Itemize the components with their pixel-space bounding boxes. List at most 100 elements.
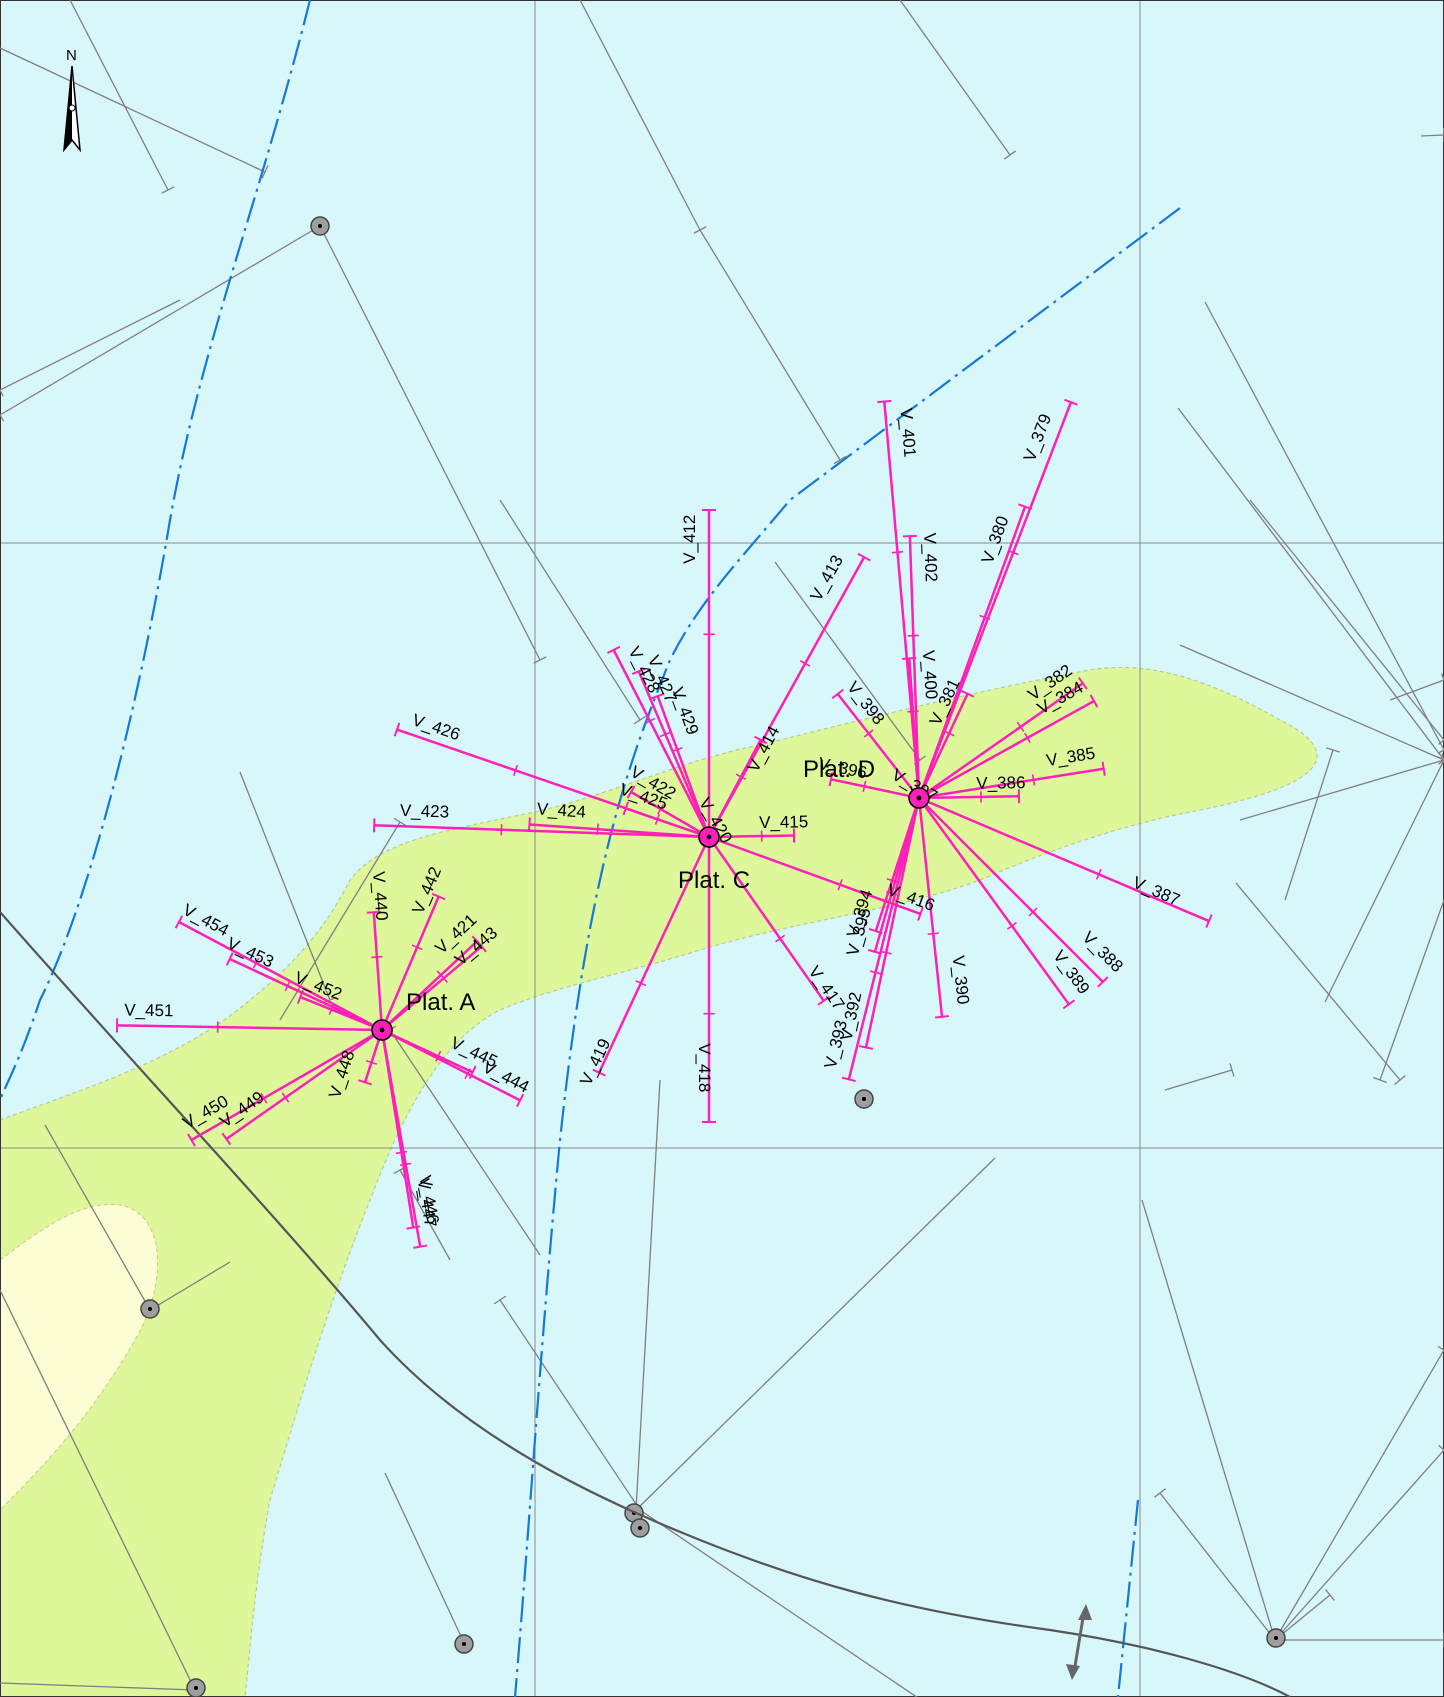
well-path-v-381[interactable]	[917, 693, 969, 799]
well-path-end-tick	[960, 689, 975, 698]
well-label-v-413: V_413	[806, 552, 846, 604]
well-path-v-453[interactable]	[229, 957, 383, 1032]
well-label-v-451: V_451	[124, 1001, 173, 1021]
well-path-v-415[interactable]	[708, 834, 795, 839]
well-path-v-422[interactable]	[630, 790, 710, 839]
well-label-v-429: V_429	[668, 685, 703, 738]
well-label-v-388: V_388	[1079, 928, 1127, 976]
well-path-mid-tick	[1028, 907, 1038, 917]
well-path-v-395[interactable]	[873, 797, 921, 953]
platform-marker-icon[interactable]	[698, 826, 720, 848]
well-path-v-392[interactable]	[864, 797, 921, 1048]
well-path-v-388[interactable]	[918, 797, 1104, 983]
well-path-mid-tick	[411, 944, 423, 951]
well-path-mid-tick	[869, 970, 882, 975]
well-path-mid-tick	[281, 1092, 290, 1103]
well-path-v-451[interactable]	[117, 1024, 383, 1032]
well-path-mid-tick	[891, 550, 904, 554]
well-path-mid-tick	[863, 729, 874, 738]
well-path-mid-tick	[837, 879, 843, 891]
well-label-v-389: V_389	[1049, 947, 1093, 998]
well-path-v-382[interactable]	[918, 682, 1084, 800]
well-path-v-442[interactable]	[380, 896, 440, 1031]
well-path-end-tick	[476, 940, 487, 953]
well-path-end-tick	[902, 656, 917, 660]
well-path-v-417[interactable]	[707, 836, 825, 1002]
well-label-v-444: V_444	[480, 1057, 532, 1096]
well-path-v-389[interactable]	[917, 797, 1070, 1006]
well-path-end-tick	[187, 1133, 196, 1147]
well-path-v-387[interactable]	[918, 796, 1210, 923]
platform-marker-icon[interactable]	[908, 787, 930, 809]
well-path-end-tick	[221, 1132, 232, 1146]
well-path-v-423[interactable]	[374, 824, 710, 839]
well-label-v-424: V_424	[536, 799, 586, 821]
well-path-end-tick	[1097, 976, 1109, 988]
well-path-end-tick	[225, 952, 234, 966]
well-path-end-tick	[592, 1068, 606, 1077]
well-label-v-401: V_401	[896, 407, 919, 458]
well-path-mid-tick	[671, 746, 683, 753]
platforms: Plat. A Plat. C Plat. D	[371, 756, 930, 1041]
well-path-end-tick	[828, 772, 834, 787]
well-path-v-426[interactable]	[396, 728, 710, 839]
well-label-v-390: V_390	[949, 955, 973, 1006]
well-path-mid-tick	[371, 955, 383, 959]
well-path-v-427[interactable]	[637, 670, 711, 838]
well-path-end-tick	[406, 1225, 421, 1230]
well-path-end-tick	[650, 692, 665, 700]
well-path-mid-tick	[1016, 721, 1025, 732]
well-path-mid-tick	[512, 764, 519, 776]
north-label: N	[66, 47, 77, 64]
well-path-v-414[interactable]	[707, 739, 762, 838]
well-path-v-444[interactable]	[381, 1028, 521, 1102]
well-path-v-429[interactable]	[656, 695, 711, 838]
well-path-v-454[interactable]	[178, 920, 383, 1032]
well-path-mid-tick	[435, 1050, 442, 1062]
well-path-v-390[interactable]	[917, 797, 944, 1017]
well-path-v-400[interactable]	[907, 658, 921, 799]
well-path-v-398[interactable]	[836, 693, 920, 799]
well-path-v-428[interactable]	[612, 649, 711, 838]
well-label-v-400: V_400	[919, 650, 941, 700]
well-path-v-419[interactable]	[597, 836, 711, 1074]
well-path-v-450[interactable]	[190, 1028, 383, 1142]
well-path-v-386[interactable]	[918, 795, 1020, 800]
well-path-end-tick	[1205, 914, 1213, 928]
well-path-v-393[interactable]	[847, 797, 921, 1080]
well-path-v-443[interactable]	[381, 945, 483, 1031]
well-label-v-387: V_387	[1130, 873, 1183, 910]
well-path-mid-tick	[1024, 732, 1031, 744]
platform-marker-icon[interactable]	[371, 1019, 393, 1041]
well-path-v-424[interactable]	[529, 823, 710, 839]
well-label-v-412: V_412	[680, 515, 699, 564]
well-path-v-384[interactable]	[918, 699, 1095, 800]
well-path-mid-tick	[775, 934, 786, 943]
planned-well-paths	[115, 398, 1213, 1249]
well-path-v-449[interactable]	[225, 1028, 383, 1141]
well-path-mid-tick	[395, 1150, 408, 1155]
well-label-v-454: V_454	[180, 900, 232, 940]
double-arrow-icon[interactable]	[1066, 1604, 1092, 1680]
well-path-v-396[interactable]	[830, 778, 920, 800]
inner-land-area	[0, 1203, 158, 1511]
well-path-end-tick	[917, 907, 924, 921]
coastline	[0, 911, 1291, 1697]
well-path-v-440[interactable]	[372, 912, 384, 1031]
well-path-v-380[interactable]	[917, 506, 1027, 799]
well-path-v-402[interactable]	[908, 536, 921, 799]
well-path-mid-tick	[799, 660, 811, 667]
well-path-mid-tick	[1031, 774, 1036, 786]
well-path-end-tick	[174, 915, 184, 929]
well-label-v-386: V_386	[976, 773, 1025, 793]
well-path-mid-tick	[439, 973, 448, 983]
well-path-mid-tick	[252, 957, 260, 969]
well-path-mid-tick	[644, 717, 656, 725]
well-path-v-447[interactable]	[380, 1029, 415, 1228]
well-label-v-426: V_426	[410, 710, 463, 744]
well-path-mid-tick	[943, 730, 955, 737]
well-path-v-385[interactable]	[918, 767, 1104, 800]
